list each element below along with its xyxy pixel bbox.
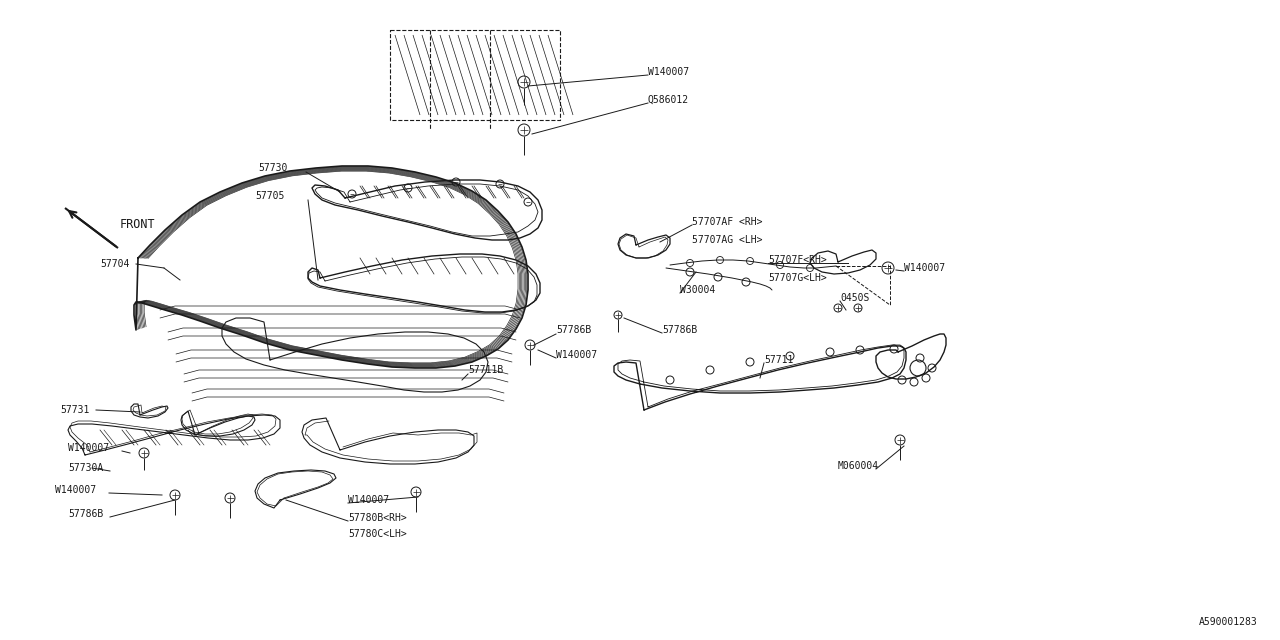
Text: W140007: W140007 xyxy=(648,67,689,77)
Text: 57730A: 57730A xyxy=(68,463,104,473)
Text: W30004: W30004 xyxy=(680,285,716,295)
Text: 57731: 57731 xyxy=(60,405,90,415)
Text: 57705: 57705 xyxy=(255,191,284,201)
Text: 57707F<RH>: 57707F<RH> xyxy=(768,255,827,265)
Text: 57711: 57711 xyxy=(764,355,794,365)
Text: 0450S: 0450S xyxy=(840,293,869,303)
Text: 57780B<RH>: 57780B<RH> xyxy=(348,513,407,523)
Text: 57786B: 57786B xyxy=(556,325,591,335)
Text: W140007: W140007 xyxy=(68,443,109,453)
Text: M060004: M060004 xyxy=(838,461,879,471)
Text: 57780C<LH>: 57780C<LH> xyxy=(348,529,407,539)
Text: W140007: W140007 xyxy=(556,350,598,360)
Text: 57786B: 57786B xyxy=(68,509,104,519)
Text: A590001283: A590001283 xyxy=(1199,617,1258,627)
Text: 57707AG <LH>: 57707AG <LH> xyxy=(692,235,763,245)
Text: 57707AF <RH>: 57707AF <RH> xyxy=(692,217,763,227)
Text: 57730: 57730 xyxy=(259,163,288,173)
Text: 57786B: 57786B xyxy=(662,325,698,335)
Text: 57704: 57704 xyxy=(100,259,129,269)
Text: 57711B: 57711B xyxy=(468,365,503,375)
Text: W140007: W140007 xyxy=(55,485,96,495)
Text: W140007: W140007 xyxy=(904,263,945,273)
Text: Q586012: Q586012 xyxy=(648,95,689,105)
Text: W140007: W140007 xyxy=(348,495,389,505)
Text: FRONT: FRONT xyxy=(120,218,156,230)
Text: 57707G<LH>: 57707G<LH> xyxy=(768,273,827,283)
